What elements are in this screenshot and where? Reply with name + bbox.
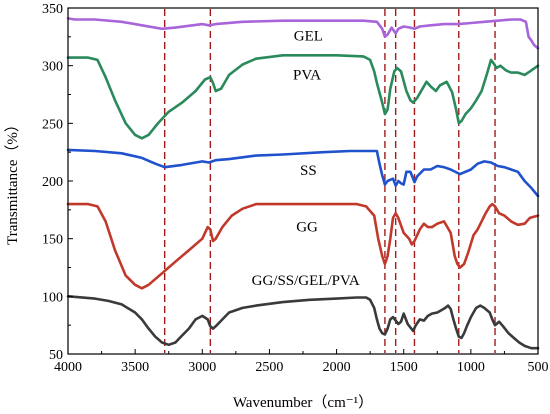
y-tick-label: 100 [42,290,63,305]
x-tick-label: 4000 [54,360,82,375]
y-tick-label: 50 [49,348,63,363]
x-tick-label: 2000 [323,360,351,375]
y-tick-label: 250 [42,117,63,132]
y-axis-title: Transmittance（%） [4,117,21,245]
x-tick-label: 2500 [255,360,283,375]
series-label: PVA [293,68,321,84]
plot-frame [67,7,539,355]
x-axis: 4000 3500 3000 2500 2000 1500 1000 500 [54,349,549,375]
series-line-gg [66,202,540,290]
series-line-pva [66,54,540,140]
y-tick-label: 300 [42,60,63,75]
series-label: GG [296,220,318,236]
x-tick-label: 1500 [390,360,418,375]
series-labels: GEL PVA SS GG GG/SS/GEL/PVA [252,28,360,289]
series-label: GEL [294,28,323,44]
x-tick-label: 1000 [457,360,485,375]
series-label: SS [300,163,317,179]
series-line-gel [66,17,540,50]
x-tick-label: 500 [528,360,549,375]
reference-lines [163,9,496,353]
y-tick-label: 200 [42,175,63,190]
x-tick-label: 3000 [188,360,216,375]
series-line-ss [66,148,540,198]
y-axis: 50 100 150 200 250 300 350 [42,2,73,363]
x-axis-title: Wavenumber（cm⁻¹） [233,394,373,411]
series-layer [66,17,540,350]
series-line-gg-ss-gel-pva [66,295,540,350]
y-tick-label: 150 [42,233,63,248]
series-label: GG/SS/GEL/PVA [252,273,360,289]
y-tick-label: 350 [42,2,63,17]
x-tick-label: 3500 [121,360,149,375]
